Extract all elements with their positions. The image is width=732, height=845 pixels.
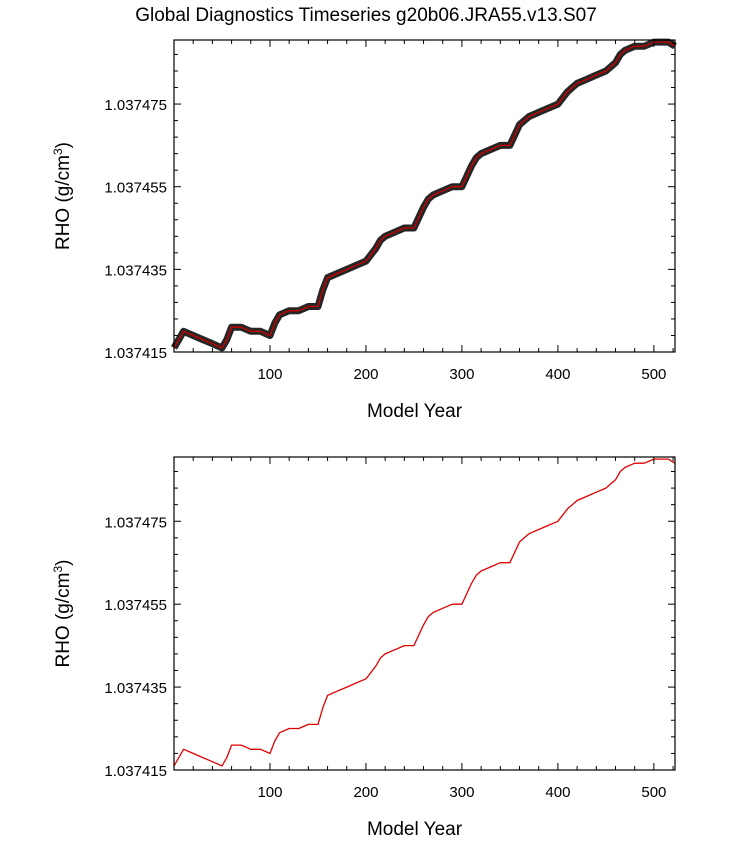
x-tick-label: 100 <box>257 366 282 383</box>
y-axis-title: RHO (g/cm3) <box>51 559 74 667</box>
x-axis-title: Model Year <box>367 819 463 840</box>
plot-frame-2 <box>173 456 676 771</box>
y-axis-title: RHO (g/cm3) <box>51 142 74 250</box>
series-line-2-1 <box>173 458 676 767</box>
chart-1: 100 200 300 400 500 1.037415 1.037435 1.037455 1… <box>51 38 677 422</box>
y-tick-label: 1.037475 <box>104 514 167 531</box>
x-tick-label: 400 <box>545 366 570 383</box>
x-tick-label: 400 <box>545 784 570 801</box>
y-tick-label: 1.037455 <box>104 180 167 197</box>
x-tick-label: 300 <box>449 784 474 801</box>
y-tick-label: 1.037415 <box>104 345 167 362</box>
x-tick-label: 100 <box>257 784 282 801</box>
x-axis-title: Model Year <box>367 401 463 422</box>
x-tick-label: 200 <box>353 366 378 383</box>
x-tick-label: 300 <box>449 366 474 383</box>
y-tick-label: 1.037455 <box>104 597 167 614</box>
x-tick-label: 500 <box>641 366 666 383</box>
y-tick-label: 1.037415 <box>104 763 167 780</box>
y-tick-label: 1.037475 <box>104 97 167 114</box>
x-tick-label: 500 <box>641 784 666 801</box>
chart-2: 100 200 300 400 500 1.037415 1.037435 1.037455 1… <box>51 456 676 840</box>
series-band-1-1 <box>170 38 677 352</box>
plot-frame-1 <box>173 39 676 353</box>
series-line-1-2 <box>173 41 676 349</box>
page-title: Global Diagnostics Timeseries g20b06.JRA… <box>135 5 597 26</box>
x-tick-label: 200 <box>353 784 378 801</box>
y-tick-label: 1.037435 <box>104 680 167 697</box>
y-tick-label: 1.037435 <box>104 262 167 279</box>
